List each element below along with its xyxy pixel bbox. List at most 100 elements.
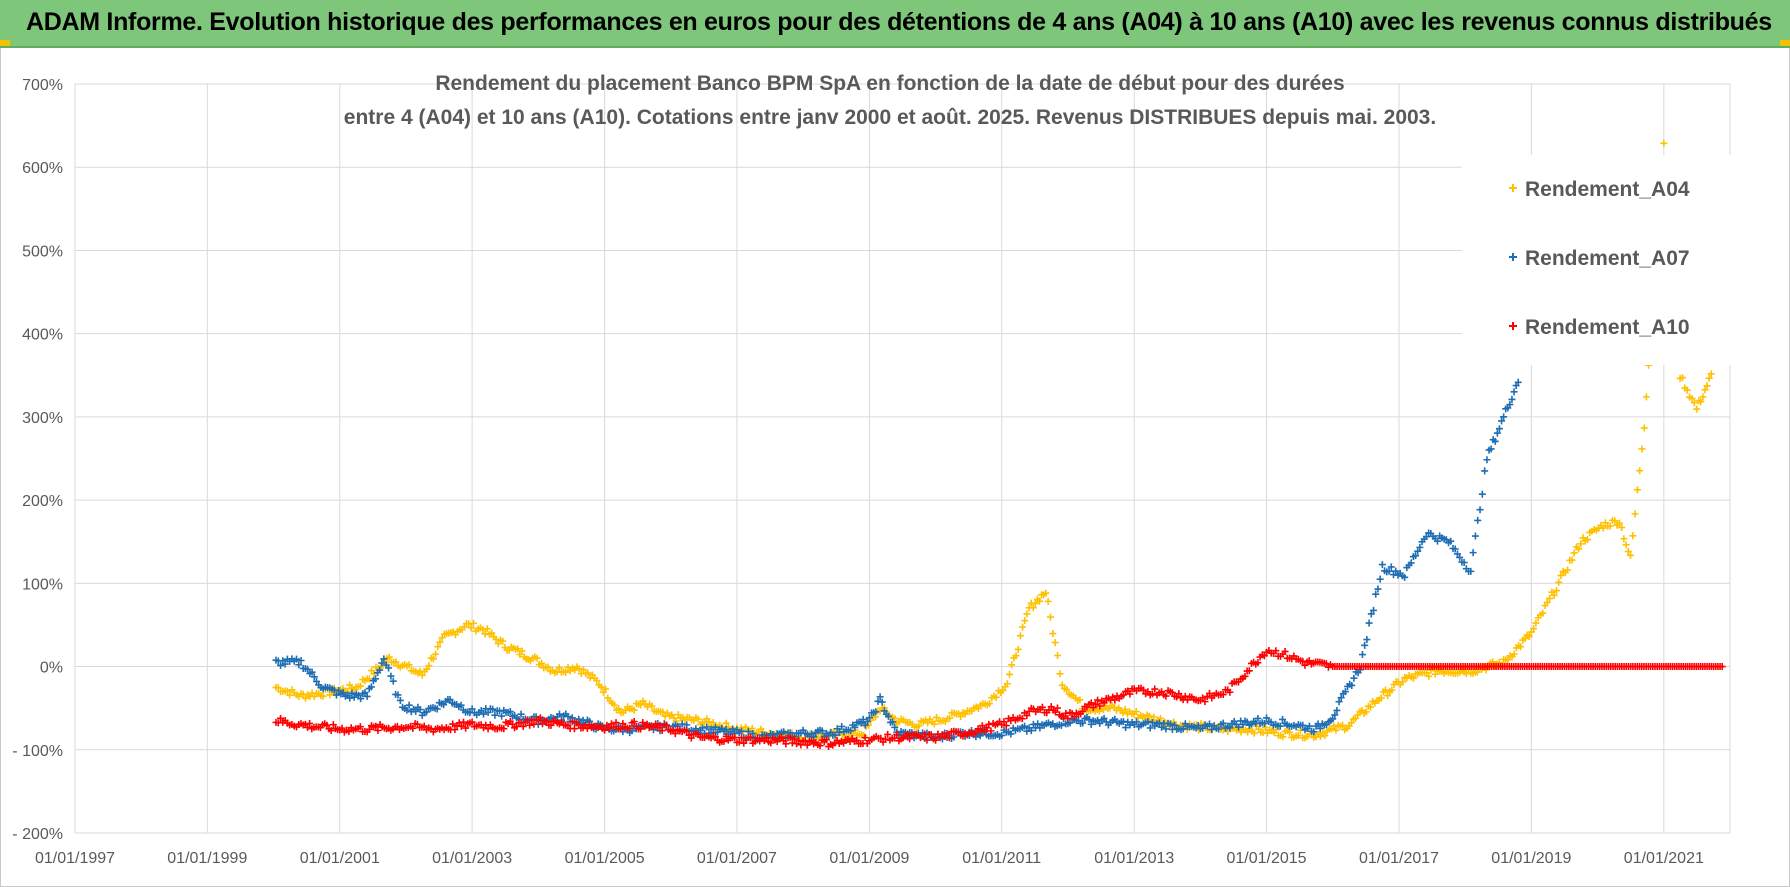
data-point	[1599, 524, 1607, 532]
data-point	[312, 677, 320, 685]
data-point	[597, 683, 605, 691]
data-point	[782, 740, 790, 748]
data-point	[1570, 549, 1578, 557]
data-point	[1376, 575, 1384, 583]
data-point	[451, 726, 459, 734]
data-point	[1401, 573, 1409, 581]
data-point	[1158, 723, 1166, 731]
data-point	[392, 658, 400, 666]
data-point	[519, 722, 527, 730]
data-point	[884, 712, 892, 720]
y-tick-label: 400%	[22, 327, 63, 344]
data-point	[1085, 715, 1093, 723]
data-point	[1489, 658, 1497, 666]
data-point	[1433, 537, 1441, 545]
data-point	[374, 726, 382, 734]
data-point	[1087, 720, 1095, 728]
data-point	[1281, 647, 1289, 655]
data-point	[1279, 715, 1287, 723]
data-point	[932, 736, 940, 744]
data-point	[1016, 632, 1024, 640]
data-point	[1316, 724, 1324, 732]
data-point	[346, 694, 354, 702]
data-point	[1615, 519, 1623, 527]
data-point	[1245, 667, 1253, 675]
data-point	[518, 647, 526, 655]
data-point	[1330, 722, 1338, 730]
legend-box	[1462, 155, 1780, 365]
legend-label: Rendement_A04	[1525, 178, 1690, 201]
corner-mark-right	[1780, 40, 1790, 46]
data-point	[974, 705, 982, 713]
data-point	[1337, 694, 1345, 702]
data-point	[1150, 713, 1158, 721]
data-point	[575, 715, 583, 723]
data-point	[1447, 537, 1455, 545]
data-point	[833, 725, 841, 733]
data-point	[1701, 386, 1709, 394]
data-point	[1199, 694, 1207, 702]
data-point	[1027, 727, 1035, 735]
data-point	[1276, 722, 1284, 730]
data-point	[564, 663, 572, 671]
data-point	[1294, 731, 1302, 739]
data-point	[380, 655, 388, 663]
data-point	[1057, 721, 1065, 729]
y-tick-label: 300%	[22, 410, 63, 427]
y-tick-label: 500%	[22, 243, 63, 260]
data-point	[1718, 663, 1726, 671]
x-tick-label: 01/01/2013	[1094, 850, 1174, 867]
data-point	[484, 708, 492, 716]
data-point	[389, 677, 397, 685]
data-point	[1260, 719, 1268, 727]
data-point	[323, 721, 331, 729]
data-point	[711, 723, 719, 731]
data-point	[1003, 680, 1011, 688]
data-point	[1023, 610, 1031, 618]
data-point	[338, 724, 346, 732]
data-point	[865, 714, 873, 722]
data-point	[274, 684, 282, 692]
data-point	[1356, 666, 1364, 674]
data-point	[610, 723, 618, 731]
data-point	[847, 727, 855, 735]
data-point	[1145, 712, 1153, 720]
data-point	[1094, 696, 1102, 704]
data-point	[637, 701, 645, 709]
data-point	[923, 736, 931, 744]
x-tick-label: 01/01/2019	[1491, 850, 1571, 867]
data-point	[1530, 625, 1538, 633]
data-point	[1038, 703, 1046, 711]
data-point	[1175, 690, 1183, 698]
data-point	[924, 719, 932, 727]
data-point	[687, 734, 695, 742]
data-point	[1148, 690, 1156, 698]
data-point	[1631, 510, 1639, 518]
data-point	[333, 691, 341, 699]
data-point	[1478, 490, 1486, 498]
data-point	[1370, 606, 1378, 614]
data-point	[943, 729, 951, 737]
legend-label: Rendement_A07	[1525, 247, 1690, 270]
data-point	[562, 668, 570, 676]
data-point	[1087, 699, 1095, 707]
data-point	[1517, 643, 1525, 651]
data-point	[570, 725, 578, 733]
data-point	[425, 662, 433, 670]
data-point	[488, 629, 496, 637]
data-point	[1206, 689, 1214, 697]
data-point	[1299, 721, 1307, 729]
y-axis-ticks: 700% 600% 500% 400% 300% 200% 100% 0% - 100% - 20…	[12, 77, 63, 843]
y-tick-label: - 100%	[12, 743, 63, 760]
data-point	[1046, 613, 1054, 621]
data-point	[1331, 711, 1339, 719]
data-point	[610, 701, 618, 709]
data-point	[838, 723, 846, 731]
data-point	[378, 659, 386, 667]
data-point	[469, 619, 477, 627]
data-point	[1381, 686, 1389, 694]
data-point	[385, 664, 393, 672]
data-point	[277, 661, 285, 669]
data-point	[483, 625, 491, 633]
data-point	[1305, 722, 1313, 730]
